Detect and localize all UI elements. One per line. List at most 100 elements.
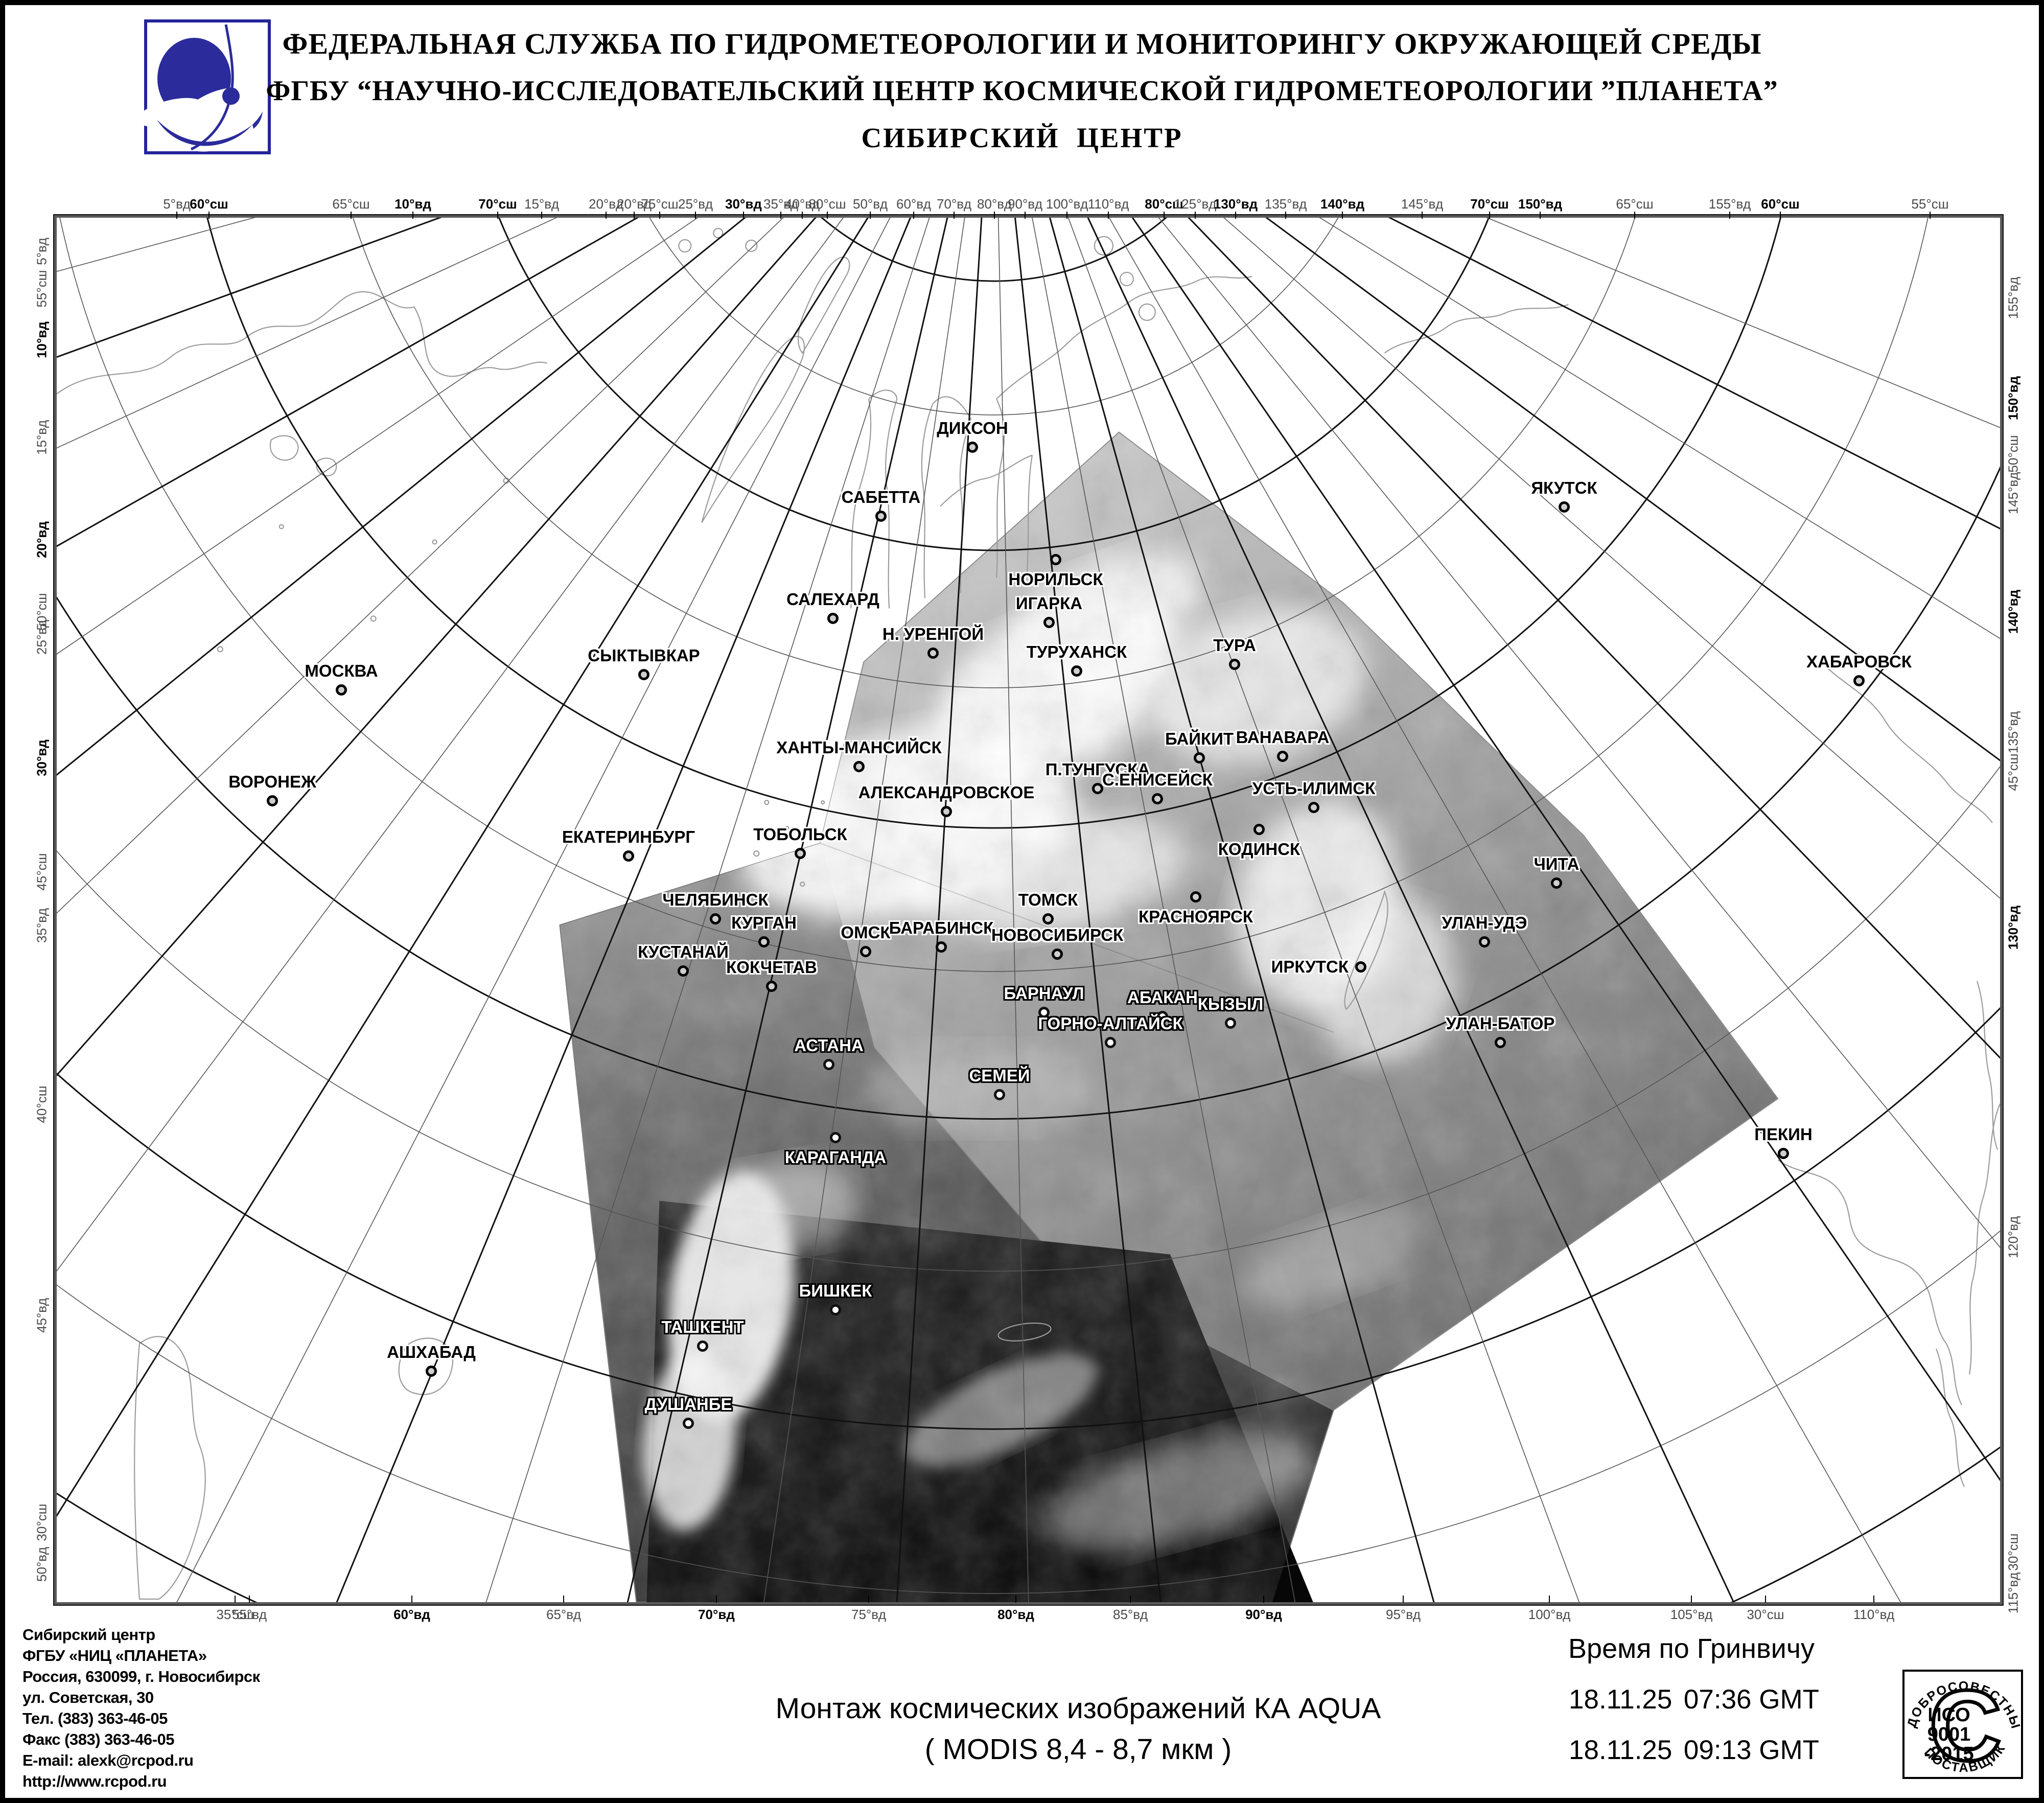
- city-label: УЛАН-УДЭ: [1442, 913, 1527, 932]
- city-marker: [1071, 665, 1082, 677]
- edge-label: 35°сш: [216, 1607, 254, 1622]
- edge-label: 30°сш: [2005, 1533, 2021, 1571]
- city-marker: [1225, 1018, 1236, 1029]
- city-label: КАРАГАНДА: [784, 1148, 887, 1167]
- city-marker: [1042, 913, 1054, 924]
- tick-mark: [606, 212, 607, 219]
- edge-label: 45°вд: [34, 1298, 50, 1333]
- city-marker: [1355, 961, 1366, 973]
- iso-line1: ИСО: [1927, 1704, 1970, 1726]
- city-label: БАЙКИТ: [1165, 729, 1234, 748]
- city-label: КЫЗЫЛ: [1197, 995, 1264, 1013]
- tick-mark: [1195, 212, 1196, 219]
- city-label: П.ТУНГУСКА: [1045, 760, 1150, 779]
- edge-label: 130°вд: [2005, 905, 2021, 950]
- edge-label: 20°вд: [34, 521, 50, 558]
- city-marker: [967, 442, 978, 453]
- city-label: ГОРНО-АЛТАЙСК: [1038, 1014, 1183, 1033]
- planeta-logo: [137, 19, 271, 154]
- contact-line: http://www.rcpod.ru: [22, 1772, 167, 1790]
- city-marker: [1495, 1037, 1506, 1048]
- city-label: СЕМЕЙ: [969, 1066, 1030, 1085]
- edge-label: 75°вд: [851, 1607, 887, 1622]
- tick-mark: [695, 212, 696, 219]
- gmt-time-1: 07:36 GMT: [1683, 1684, 1819, 1715]
- edge-label: 110°вд: [1087, 196, 1129, 212]
- city-label: ИГАРКА: [1015, 594, 1083, 613]
- edge-label: 5°вд: [163, 196, 191, 212]
- city-marker: [1778, 1148, 1789, 1159]
- product-title-line2: ( MODIS 8,4 - 8,7 мкм ): [924, 1733, 1232, 1766]
- city-marker: [823, 1059, 834, 1070]
- tick-mark: [1729, 212, 1730, 219]
- contact-line: Россия, 630099, г. Новосибирск: [22, 1668, 260, 1685]
- edge-label: 155°вд: [1708, 196, 1751, 212]
- city-label: ИРКУТСК: [1271, 957, 1349, 976]
- edge-label: 60°сш: [190, 196, 228, 212]
- city-label: БИШКЕК: [799, 1281, 872, 1300]
- city-marker: [830, 1132, 841, 1143]
- city-label: ЧЕЛЯБИНСК: [662, 890, 769, 909]
- city-marker: [697, 1340, 708, 1352]
- tick-mark: [497, 212, 498, 219]
- city-label: ТУРУХАНСК: [1026, 642, 1127, 661]
- city-marker: [1551, 877, 1562, 889]
- edge-label: 40°вд: [784, 196, 820, 212]
- city-label: ДИКСОН: [937, 419, 1008, 437]
- city-label: ХАБАРОВСК: [1806, 652, 1912, 671]
- gmt-time-block: Время по Гринвичу 18.11.25 07:36 GMT 18.…: [1548, 1633, 1834, 1766]
- tick-mark: [827, 212, 828, 219]
- tick-mark: [1285, 212, 1286, 219]
- tick-mark: [1540, 212, 1541, 219]
- edge-label: 10°вд: [394, 196, 431, 212]
- city-marker: [710, 913, 721, 924]
- tick-mark: [1342, 212, 1343, 219]
- city-marker: [1052, 949, 1063, 960]
- city-marker: [827, 613, 839, 624]
- edge-label: 150°вд: [2005, 376, 2021, 421]
- contact-line: E-mail: alexk@rcpod.ru: [22, 1751, 194, 1769]
- iso-line3: -2015: [1924, 1743, 1973, 1765]
- city-label: ПЕКИН: [1754, 1125, 1813, 1144]
- contact-line: ФГБУ «НИЦ «ПЛАНЕТА»: [22, 1647, 207, 1665]
- edge-label: 55°вд: [231, 1607, 267, 1622]
- tick-mark: [870, 212, 871, 219]
- tick-mark: [1780, 212, 1781, 219]
- city-label: ЧИТА: [1534, 854, 1580, 873]
- tick-mark: [913, 212, 914, 219]
- edge-label: 80°вд: [977, 196, 1012, 212]
- city-label: БАРАБИНСК: [889, 918, 994, 937]
- city-marker: [1253, 824, 1265, 835]
- product-title-line1: Монтаж космических изображений КА AQUA: [775, 1692, 1381, 1725]
- city-label: УЛАН-БАТОР: [1446, 1014, 1555, 1033]
- edge-label: 120°вд: [2005, 1216, 2021, 1259]
- city-label: НОРИЛЬСК: [1008, 570, 1103, 589]
- city-label: С.ЕНИСЕЙСК: [1102, 770, 1213, 789]
- city-label: САЛЕХАРД: [786, 590, 879, 609]
- city-marker: [638, 669, 649, 680]
- edge-label: 115°вд: [2005, 1572, 2021, 1614]
- tick-mark: [802, 212, 803, 219]
- city-label: АЛЕКСАНДРОВСКОЕ: [858, 783, 1035, 802]
- gmt-time-2: 09:13 GMT: [1683, 1735, 1819, 1765]
- gmt-date-1: 18.11.25: [1569, 1684, 1673, 1715]
- city-marker: [1105, 1037, 1116, 1048]
- tick-mark: [1263, 1596, 1264, 1603]
- edge-label: 75°сш: [641, 196, 679, 212]
- city-marker: [678, 965, 689, 977]
- city-marker: [267, 795, 278, 806]
- coastlines: [57, 227, 2000, 1600]
- edge-label: 30°вд: [725, 196, 762, 212]
- tick-mark: [1691, 1596, 1692, 1603]
- edge-label: 135°вд: [2005, 711, 2021, 754]
- tick-mark: [954, 212, 955, 219]
- city-label: АСТАНА: [794, 1036, 864, 1055]
- city-marker: [1038, 1007, 1050, 1018]
- city-label: МОСКВА: [305, 661, 378, 680]
- edge-label: 60°сш: [1761, 196, 1800, 212]
- tick-mark: [1130, 1596, 1131, 1603]
- city-label: КУРГАН: [731, 913, 797, 932]
- edge-label: 155°вд: [2005, 276, 2021, 319]
- city-marker: [623, 850, 634, 862]
- edge-label: 80°сш: [1145, 196, 1183, 212]
